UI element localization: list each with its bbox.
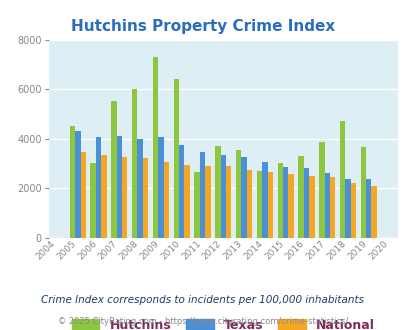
- Bar: [288, 175, 293, 238]
- Bar: [226, 166, 231, 238]
- Bar: [96, 137, 101, 238]
- Bar: [246, 170, 252, 238]
- Bar: [137, 139, 143, 238]
- Bar: [179, 145, 184, 238]
- Bar: [215, 146, 220, 238]
- Bar: [116, 136, 122, 238]
- Bar: [262, 162, 267, 238]
- Bar: [173, 79, 179, 238]
- Bar: [282, 167, 288, 238]
- Bar: [199, 152, 205, 238]
- Bar: [256, 171, 262, 238]
- Bar: [350, 183, 355, 238]
- Bar: [80, 152, 86, 238]
- Bar: [324, 173, 329, 238]
- Bar: [371, 185, 376, 238]
- Bar: [344, 180, 350, 238]
- Bar: [277, 163, 282, 238]
- Bar: [298, 156, 303, 238]
- Bar: [205, 166, 210, 238]
- Bar: [75, 131, 80, 238]
- Bar: [163, 162, 168, 238]
- Bar: [241, 157, 246, 238]
- Bar: [184, 165, 190, 238]
- Bar: [360, 147, 365, 238]
- Bar: [122, 157, 127, 238]
- Bar: [70, 126, 75, 238]
- Bar: [194, 172, 199, 238]
- Text: Crime Index corresponds to incidents per 100,000 inhabitants: Crime Index corresponds to incidents per…: [41, 295, 364, 305]
- Text: © 2025 CityRating.com - https://www.cityrating.com/crime-statistics/: © 2025 CityRating.com - https://www.city…: [58, 317, 347, 326]
- Bar: [329, 177, 335, 238]
- Bar: [90, 163, 96, 238]
- Bar: [143, 158, 148, 238]
- Bar: [267, 172, 272, 238]
- Bar: [365, 180, 371, 238]
- Bar: [220, 155, 226, 238]
- Bar: [111, 102, 116, 238]
- Bar: [158, 137, 163, 238]
- Bar: [318, 142, 324, 238]
- Bar: [101, 155, 107, 238]
- Bar: [152, 57, 158, 238]
- Bar: [303, 168, 308, 238]
- Bar: [132, 89, 137, 238]
- Bar: [308, 176, 314, 238]
- Bar: [235, 150, 241, 238]
- Legend: Hutchins, Texas, National: Hutchins, Texas, National: [72, 319, 374, 330]
- Bar: [339, 121, 344, 238]
- Text: Hutchins Property Crime Index: Hutchins Property Crime Index: [71, 19, 334, 34]
